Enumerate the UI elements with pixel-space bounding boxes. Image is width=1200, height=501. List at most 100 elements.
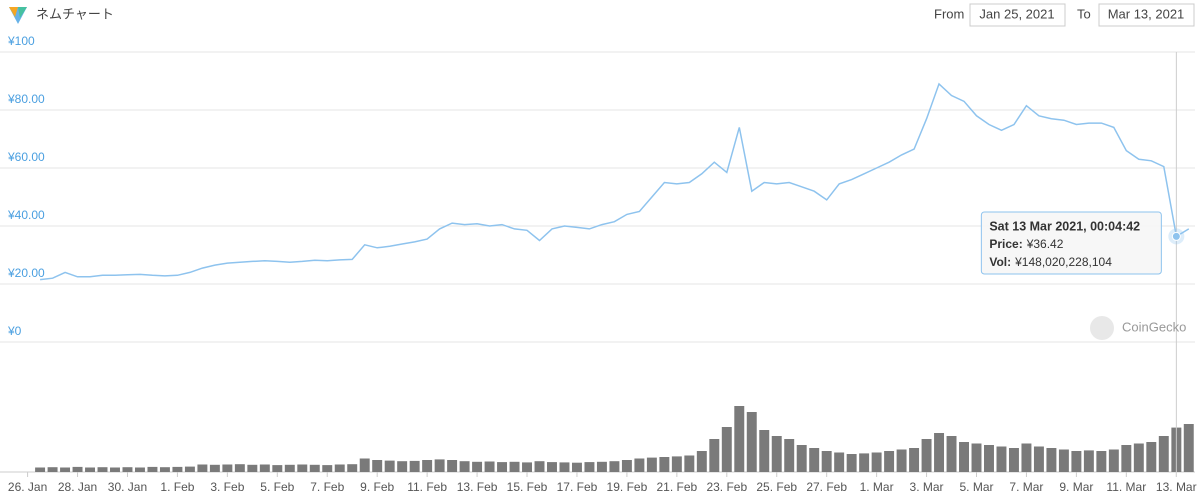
volume-bar: [110, 467, 120, 472]
volume-bar: [60, 467, 71, 472]
volume-bar: [397, 461, 408, 472]
volume-bar: [97, 467, 108, 472]
volume-bar: [47, 467, 58, 472]
volume-bar: [821, 451, 832, 472]
x-tick-label: 26. Jan: [8, 480, 47, 494]
from-date[interactable]: Jan 25, 2021: [979, 6, 1054, 21]
watermark: CoinGecko: [1122, 319, 1186, 334]
volume-bar: [1071, 451, 1082, 472]
x-tick-label: 28. Jan: [58, 480, 97, 494]
volume-bar: [197, 464, 208, 472]
volume-bar: [534, 461, 545, 472]
x-tick-label: 13. Feb: [457, 480, 498, 494]
x-tick-label: 1. Feb: [160, 480, 194, 494]
volume-bar: [721, 427, 732, 472]
volume-bar: [247, 464, 258, 472]
volume-bar: [921, 439, 932, 472]
volume-bar: [971, 443, 982, 472]
to-input[interactable]: [1098, 3, 1195, 27]
volume-bar: [272, 465, 283, 472]
tooltip-box: [980, 211, 1162, 275]
volume-bar: [596, 461, 607, 472]
volume-bar: [1158, 436, 1169, 472]
x-tick-label: 17. Feb: [557, 480, 598, 494]
x-tick-label: 21. Feb: [656, 480, 697, 494]
volume-bar: [571, 462, 582, 472]
y-tick-label: ¥20.00: [7, 266, 45, 280]
volume-bar: [659, 457, 670, 472]
x-tick-label: 23. Feb: [706, 480, 747, 494]
y-tick-label: ¥80.00: [7, 92, 45, 106]
volume-bar: [796, 445, 807, 472]
volume-bar: [1046, 448, 1057, 472]
volume-bar: [334, 464, 345, 472]
volume-bar: [434, 459, 445, 472]
volume-bar: [209, 464, 220, 472]
volume-bar: [934, 433, 945, 472]
volume-bar: [584, 462, 595, 472]
volume-bar: [134, 467, 145, 472]
x-tick-label: 5. Mar: [959, 480, 993, 494]
volume-bar: [1108, 449, 1119, 472]
volume-bar: [1121, 445, 1132, 472]
volume-bar: [184, 466, 195, 472]
volume-bar: [559, 462, 570, 472]
volume-bar: [884, 451, 895, 472]
volume-bar: [447, 460, 458, 472]
volume-bar: [1083, 450, 1094, 472]
x-tick-label: 19. Feb: [607, 480, 648, 494]
volume-bar: [946, 436, 957, 472]
volume-bar: [1058, 449, 1069, 472]
volume-bar: [85, 467, 95, 472]
x-tick-label: 9. Mar: [1059, 480, 1093, 494]
volume-bar: [996, 446, 1007, 472]
volume-bar: [259, 464, 270, 472]
from-input[interactable]: [969, 3, 1066, 27]
volume-bar: [1133, 443, 1144, 472]
volume-bar: [1033, 446, 1044, 472]
volume-bar: [846, 454, 857, 472]
volume-bar: [409, 460, 420, 472]
volume-bar: [621, 460, 632, 472]
volume-bar: [871, 452, 882, 472]
x-tick-label: 7. Feb: [310, 480, 344, 494]
from-label: From: [934, 6, 964, 21]
volume-bar: [359, 458, 370, 472]
volume-bar: [1021, 443, 1032, 472]
x-tick-label: 25. Feb: [756, 480, 797, 494]
volume-bar: [1146, 442, 1157, 472]
volume-bar: [35, 467, 46, 472]
chart-title: ネムチャート: [36, 6, 114, 21]
x-tick-label: 9. Feb: [360, 480, 394, 494]
volume-bar: [671, 456, 682, 472]
volume-bar: [1096, 451, 1107, 472]
volume-bar: [634, 458, 645, 472]
volume-bar: [159, 467, 170, 472]
watermark-group: CoinGecko: [1090, 316, 1186, 340]
volume-bar: [834, 452, 845, 472]
volume-bar: [771, 436, 782, 472]
volume-bar: [509, 461, 520, 472]
x-tick-label: 13. Mar: [1156, 480, 1197, 494]
volume-bar: [147, 466, 158, 472]
volume-bar: [347, 464, 358, 472]
tooltip: Sat 13 Mar 2021, 00:04:42 Price: ¥36.42 Vol…: [980, 211, 1162, 275]
x-tick-label: 11. Feb: [407, 480, 447, 494]
tooltip-value: ¥36.42: [1026, 237, 1064, 251]
volume-bar: [484, 461, 495, 472]
to-date[interactable]: Mar 13, 2021: [1108, 6, 1185, 21]
volume-bar: [459, 461, 470, 472]
tooltip-label: Price:: [989, 237, 1022, 251]
volume-bar: [896, 449, 907, 472]
volume-bar: [809, 448, 820, 472]
x-tick-label: 3. Mar: [910, 480, 944, 494]
y-tick-label: ¥0: [7, 324, 22, 338]
y-tick-label: ¥60.00: [7, 150, 45, 164]
x-tick-label: 1. Mar: [860, 480, 894, 494]
volume-bar: [859, 453, 870, 472]
volume-bar: [384, 460, 395, 472]
x-tick-label: 7. Mar: [1009, 480, 1043, 494]
x-tick-label: 3. Feb: [210, 480, 244, 494]
x-tick-label: 27. Feb: [806, 480, 847, 494]
